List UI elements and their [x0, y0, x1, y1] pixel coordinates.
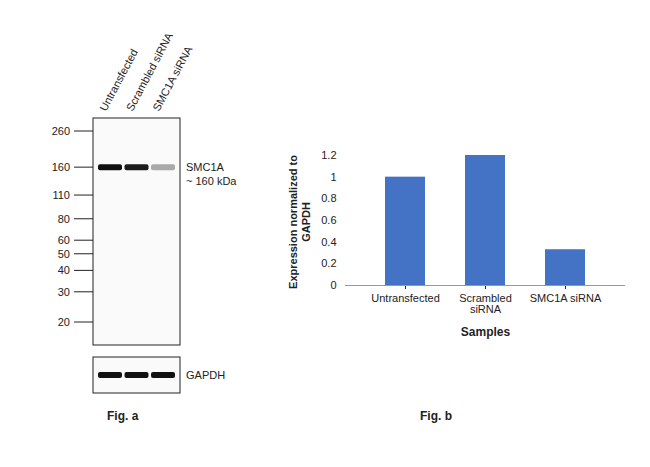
- svg-text:1: 1: [330, 171, 336, 183]
- svg-text:Untransfected: Untransfected: [371, 292, 439, 304]
- svg-text:20: 20: [58, 316, 70, 328]
- svg-text:Scrambled siRNA: Scrambled siRNA: [124, 30, 176, 113]
- svg-text:30: 30: [58, 286, 70, 298]
- svg-text:40: 40: [58, 264, 70, 276]
- svg-text:SMC1A siRNA: SMC1A siRNA: [530, 292, 602, 304]
- svg-text:SMC1A siRNA: SMC1A siRNA: [150, 44, 194, 113]
- svg-text:0.6: 0.6: [321, 214, 336, 226]
- svg-text:0.8: 0.8: [321, 192, 336, 204]
- svg-text:160: 160: [52, 161, 70, 173]
- svg-text:60: 60: [58, 234, 70, 246]
- svg-text:Untransfected: Untransfected: [97, 46, 140, 113]
- svg-text:1.2: 1.2: [321, 149, 336, 161]
- svg-text:Fig. b: Fig. b: [420, 409, 452, 423]
- svg-text:50: 50: [58, 248, 70, 260]
- svg-text:0.4: 0.4: [321, 236, 336, 248]
- svg-text:110: 110: [52, 189, 70, 201]
- svg-text:SMC1A: SMC1A: [186, 161, 225, 173]
- svg-text:Expression normalized toGAPDH: Expression normalized toGAPDH: [287, 155, 312, 289]
- svg-text:0.2: 0.2: [321, 257, 336, 269]
- svg-text:Fig. a: Fig. a: [107, 409, 139, 423]
- svg-text:0: 0: [330, 279, 336, 291]
- svg-text:Samples: Samples: [461, 325, 511, 339]
- svg-text:ScrambledsiRNA: ScrambledsiRNA: [459, 292, 512, 315]
- svg-text:260: 260: [52, 125, 70, 137]
- svg-text:80: 80: [58, 213, 70, 225]
- svg-text:GAPDH: GAPDH: [186, 369, 225, 381]
- svg-text:~ 160 kDa: ~ 160 kDa: [186, 175, 237, 187]
